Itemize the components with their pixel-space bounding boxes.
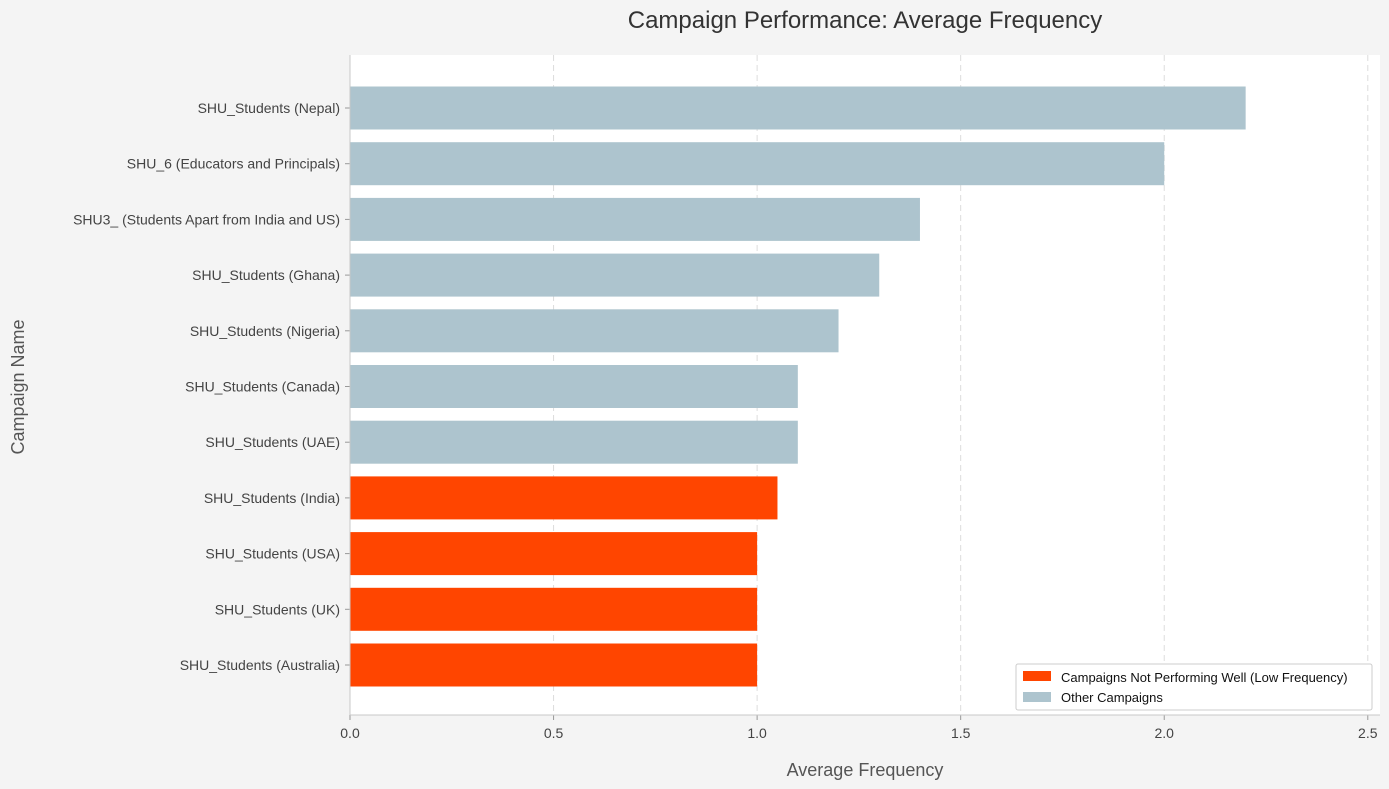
bar-other [350,309,839,353]
legend: Campaigns Not Performing Well (Low Frequ… [1015,663,1373,711]
legend-swatch-other [1023,692,1051,702]
bar-other [350,365,798,408]
bars [350,86,1246,687]
legend-label-other: Other Campaigns [1061,690,1163,705]
x-tick-label: 0.0 [340,725,360,741]
x-tick-label: 2.5 [1358,725,1378,741]
bar-other [350,253,880,297]
bar-other [350,86,1246,130]
y-tick-label: SHU_Students (Nigeria) [190,323,340,339]
y-tick-label: SHU_Students (Canada) [185,379,340,395]
y-tick-label: SHU_Students (India) [204,490,340,506]
y-tick-label: SHU_Students (Ghana) [192,267,340,283]
bar-other [350,197,920,241]
bar-low [350,476,778,520]
bar-low [350,643,758,687]
bar-other [350,142,1165,186]
x-tick-label: 0.5 [544,725,564,741]
bar-other [350,420,798,464]
bar-low [350,587,758,631]
chart-title: Campaign Performance: Average Frequency [628,7,1102,34]
legend-box [1015,663,1373,711]
x-axis-ticks: 0.0 0.5 1.0 1.5 2.0 2.5 [340,715,1378,741]
y-tick-label: SHU_Students (UAE) [205,434,340,450]
y-tick-label: SHU_Students (UK) [215,601,340,617]
y-axis-label: Campaign Name [8,319,28,454]
y-axis-ticks: SHU_Students (Nepal) SHU_6 (Educators and… [73,100,350,673]
x-tick-label: 1.0 [747,725,767,741]
legend-label-low: Campaigns Not Performing Well (Low Frequ… [1061,670,1348,685]
y-tick-label: SHU_Students (Nepal) [198,100,340,116]
y-tick-label: SHU_6 (Educators and Principals) [127,156,340,172]
x-tick-label: 1.5 [951,725,971,741]
x-axis-label: Average Frequency [787,760,944,780]
x-tick-label: 2.0 [1154,725,1174,741]
y-tick-label: SHU_Students (USA) [205,546,340,562]
legend-swatch-low [1023,671,1051,681]
bar-low [350,532,758,576]
y-tick-label: SHU3_ (Students Apart from India and US) [73,211,340,227]
y-tick-label: SHU_Students (Australia) [180,657,340,673]
